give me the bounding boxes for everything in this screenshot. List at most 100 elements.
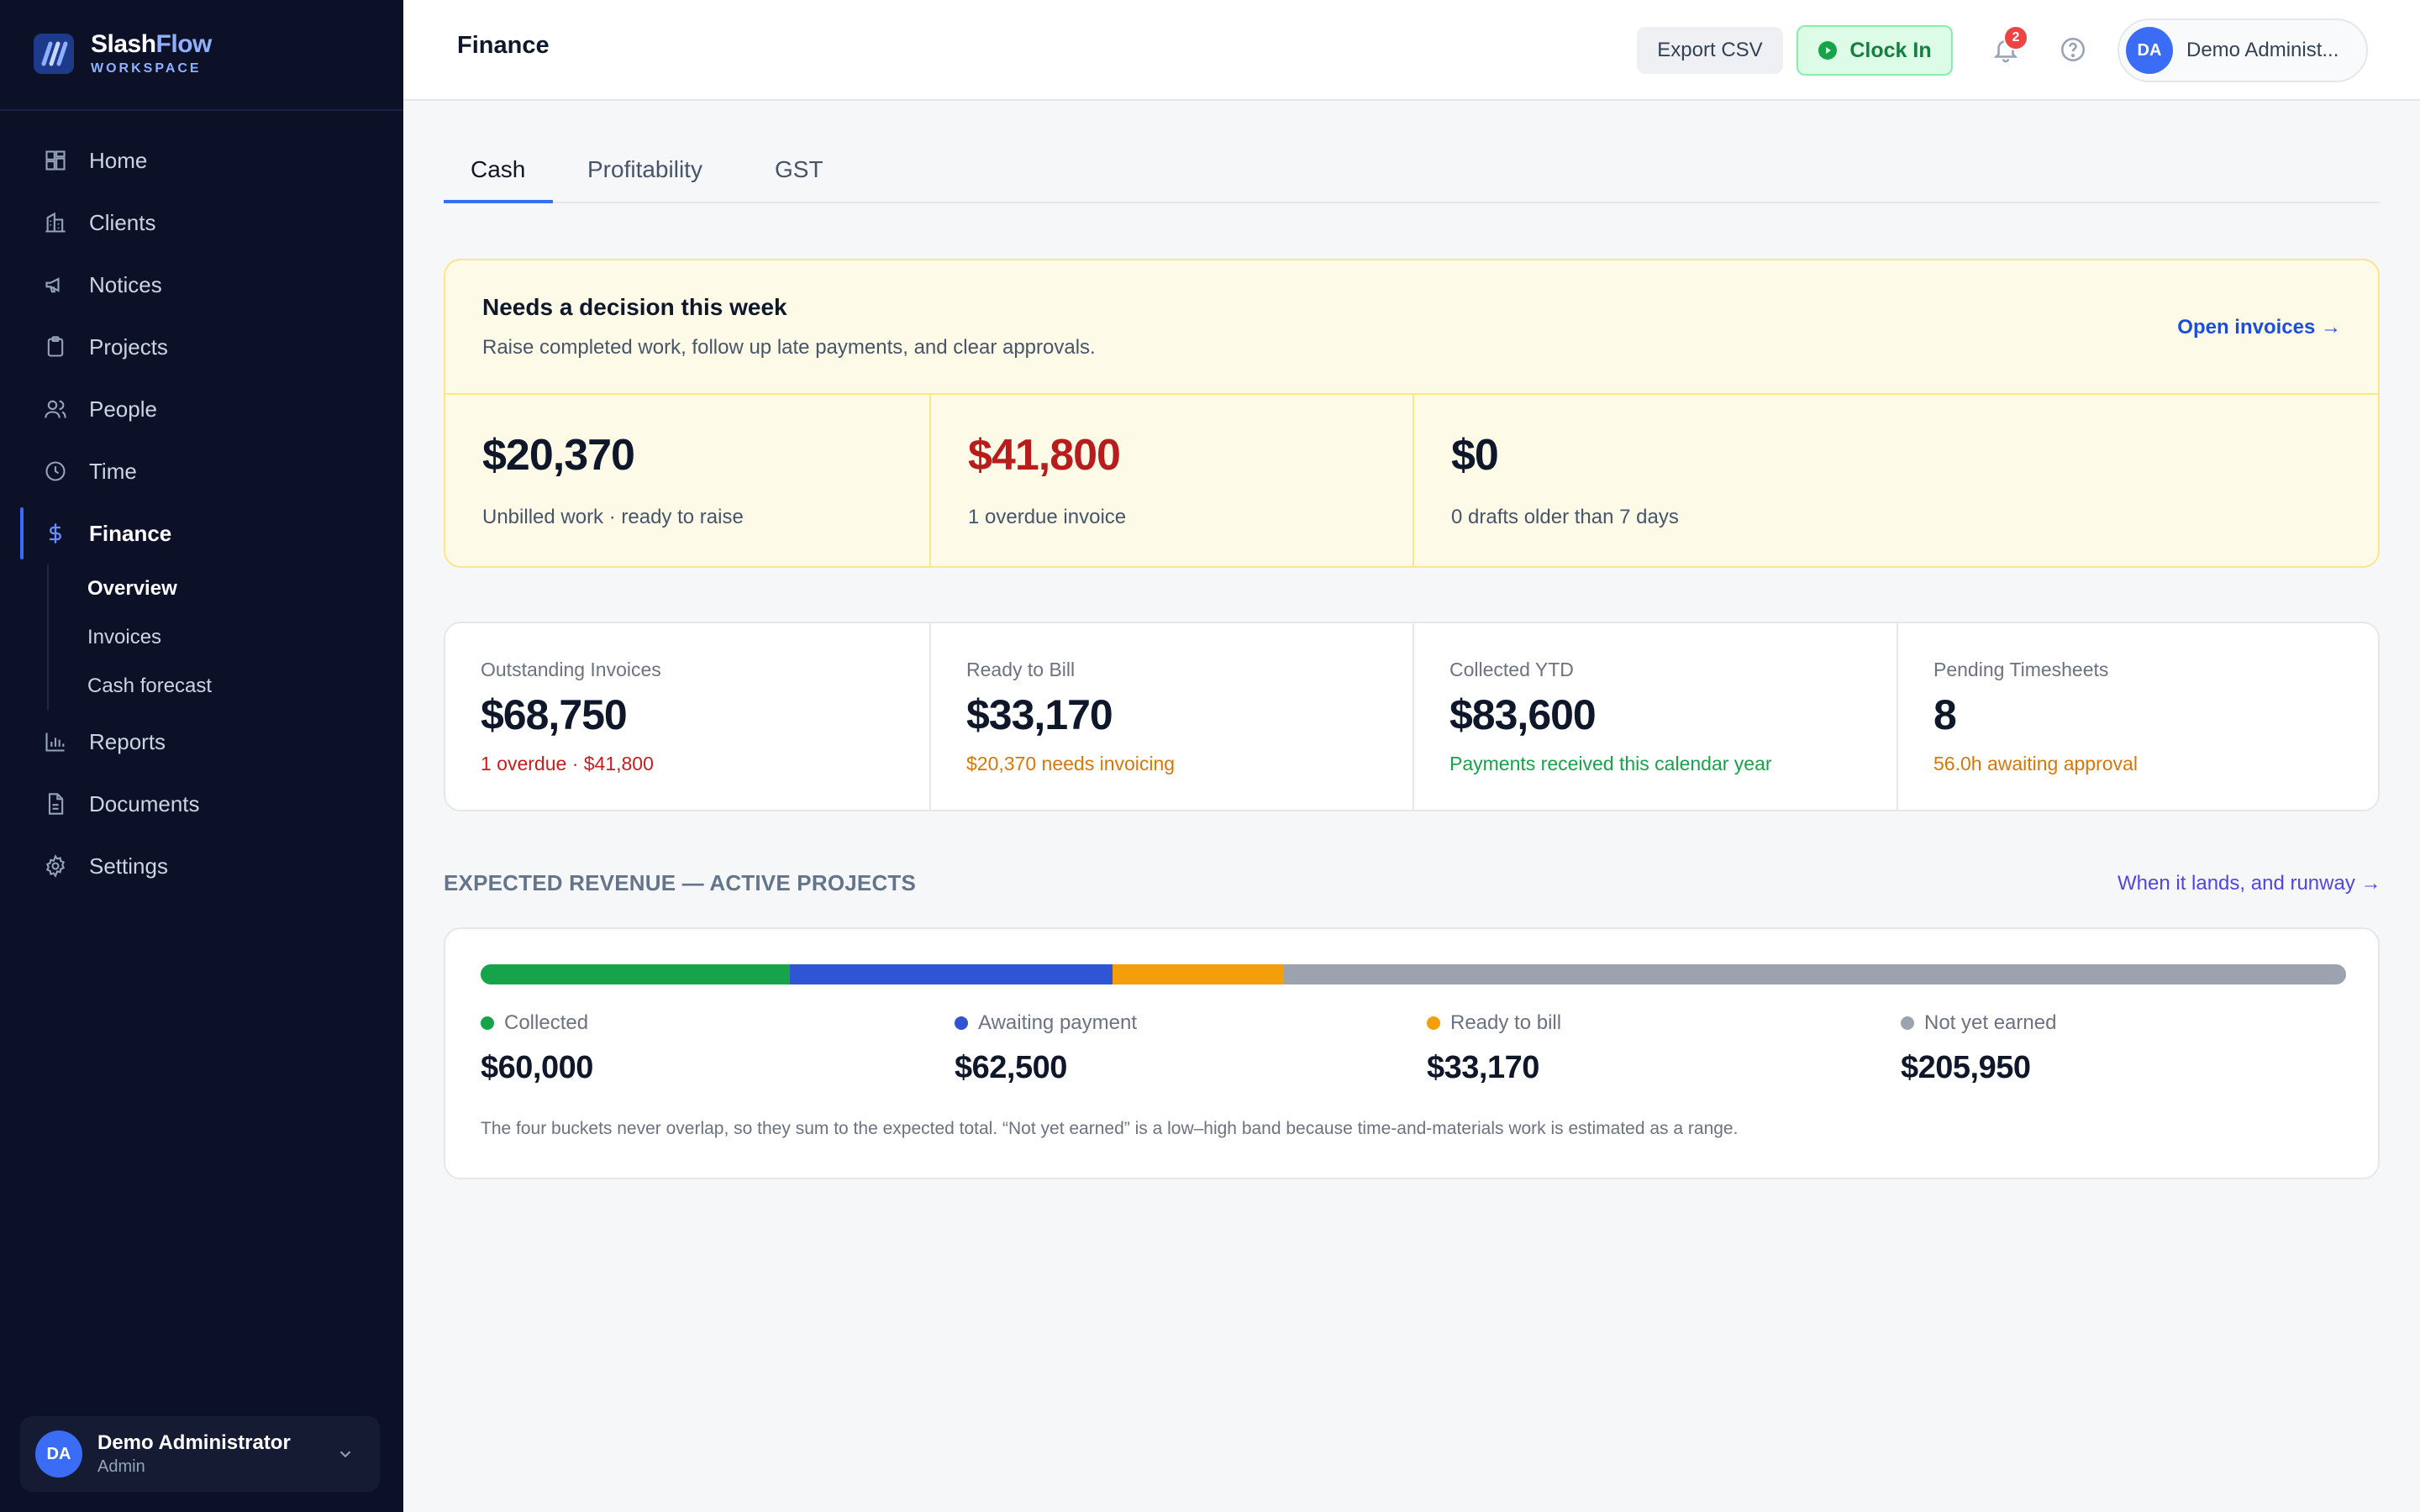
sidebar-item-people[interactable]: People bbox=[0, 378, 403, 440]
gear-icon bbox=[42, 853, 69, 879]
grid-icon bbox=[42, 147, 69, 174]
slashflow-logo-icon bbox=[34, 34, 74, 74]
stat-value: $68,750 bbox=[481, 691, 628, 738]
decision-title: Needs a decision this week bbox=[482, 294, 787, 320]
sidebar-subitem-invoices[interactable]: Invoices bbox=[87, 626, 162, 648]
sidebar-item-label: People bbox=[89, 396, 157, 422]
sidebar-item-label: Finance bbox=[89, 520, 172, 546]
revenue-footnote: The four buckets never overlap, so they … bbox=[481, 1119, 1739, 1138]
tab-cash[interactable]: Cash bbox=[471, 156, 526, 182]
clipboard-icon bbox=[42, 333, 69, 360]
megaphone-icon bbox=[42, 271, 69, 298]
sidebar-item-settings[interactable]: Settings bbox=[0, 835, 403, 897]
legend-ready-to-bill: Ready to bill $33,170 bbox=[1427, 1011, 1561, 1086]
stat-value: $83,600 bbox=[1449, 691, 1597, 738]
open-invoices-link[interactable]: Open invoices → bbox=[2177, 316, 2341, 339]
sidebar-item-label: Projects bbox=[89, 333, 168, 360]
sidebar-item-label: Documents bbox=[89, 790, 200, 816]
sidebar-item-label: Notices bbox=[89, 271, 162, 297]
chevron-down-icon bbox=[336, 1445, 355, 1463]
sidebar-item-finance[interactable]: Finance bbox=[0, 502, 403, 564]
user-menu[interactable]: DA Demo Administrator Admin bbox=[20, 1416, 380, 1492]
sidebar-item-projects[interactable]: Projects bbox=[0, 316, 403, 378]
sidebar-item-reports[interactable]: Reports bbox=[0, 711, 403, 773]
avatar: DA bbox=[35, 1431, 82, 1478]
stat-label: Outstanding Invoices bbox=[481, 659, 661, 680]
decision-metric-unbilled: $20,370 Unbilled work · ready to raise bbox=[445, 395, 929, 566]
brand-name: SlashFlow bbox=[91, 30, 212, 58]
user-account-button[interactable]: DA Demo Administ... bbox=[2118, 18, 2368, 82]
legend-label: Not yet earned bbox=[1924, 1011, 2057, 1034]
decision-panel: Needs a decision this week Raise complet… bbox=[444, 259, 2380, 568]
decision-metric-label: Unbilled work · ready to raise bbox=[482, 506, 744, 528]
sidebar: SlashFlow WORKSPACE Home Clients Notices bbox=[0, 0, 403, 1512]
decision-metric-label: 1 overdue invoice bbox=[968, 506, 1127, 528]
sidebar-item-notices[interactable]: Notices bbox=[0, 254, 403, 316]
user-role: Admin bbox=[97, 1457, 145, 1476]
bar-segment-ready-to-bill bbox=[1113, 964, 1284, 984]
stat-note: 56.0h awaiting approval bbox=[1933, 753, 2138, 774]
user-pill-name: Demo Administ... bbox=[2186, 39, 2339, 61]
decision-metric-value: $0 bbox=[1451, 431, 1499, 480]
legend-value: $60,000 bbox=[481, 1050, 593, 1085]
legend-dot bbox=[955, 1016, 968, 1030]
brand[interactable]: SlashFlow WORKSPACE bbox=[34, 30, 212, 77]
runway-link[interactable]: When it lands, and runway → bbox=[2118, 872, 2381, 895]
sidebar-item-clients[interactable]: Clients bbox=[0, 192, 403, 254]
stat-label: Pending Timesheets bbox=[1933, 659, 2109, 680]
legend-dot bbox=[1901, 1016, 1914, 1030]
export-csv-button[interactable]: Export CSV bbox=[1637, 27, 1783, 74]
user-name: Demo Administrator bbox=[97, 1431, 291, 1454]
legend-dot bbox=[1427, 1016, 1440, 1030]
bar-segment-not-yet-earned bbox=[1283, 964, 2346, 984]
sidebar-item-home[interactable]: Home bbox=[0, 129, 403, 192]
sidebar-subitem-overview[interactable]: Overview bbox=[87, 577, 177, 600]
clock-in-button[interactable]: Clock In bbox=[1797, 25, 1953, 76]
sidebar-subitem-cash-forecast[interactable]: Cash forecast bbox=[87, 675, 213, 697]
stat-label: Ready to Bill bbox=[966, 659, 1076, 680]
decision-metric-value: $20,370 bbox=[482, 431, 635, 480]
tab-profitability[interactable]: Profitability bbox=[587, 156, 702, 182]
legend-value: $33,170 bbox=[1427, 1050, 1539, 1085]
help-icon[interactable] bbox=[2059, 35, 2087, 64]
sidebar-divider bbox=[0, 109, 403, 111]
stat-label: Collected YTD bbox=[1449, 659, 1574, 680]
stat-ready-to-bill[interactable]: Ready to Bill $33,170 $20,370 needs invo… bbox=[929, 623, 1413, 810]
stat-note: $20,370 needs invoicing bbox=[966, 753, 1176, 774]
document-icon bbox=[42, 790, 69, 817]
legend-value: $205,950 bbox=[1901, 1050, 2031, 1085]
clock-in-label: Clock In bbox=[1849, 38, 1932, 62]
decision-metrics: $20,370 Unbilled work · ready to raise $… bbox=[445, 393, 2378, 566]
legend-label: Collected bbox=[504, 1011, 589, 1034]
page-title: Finance bbox=[457, 32, 550, 59]
sidebar-item-time[interactable]: Time bbox=[0, 440, 403, 502]
legend-not-yet-earned: Not yet earned $205,950 bbox=[1901, 1011, 2056, 1086]
revenue-stacked-bar bbox=[481, 964, 2346, 984]
legend-label: Awaiting payment bbox=[978, 1011, 1137, 1034]
building-icon bbox=[42, 209, 69, 236]
active-tab-indicator bbox=[444, 200, 553, 203]
expected-revenue-title: EXPECTED REVENUE — ACTIVE PROJECTS bbox=[444, 870, 917, 895]
clock-icon bbox=[42, 458, 69, 485]
stat-collected-ytd[interactable]: Collected YTD $83,600 Payments received … bbox=[1413, 623, 1897, 810]
bar-segment-awaiting-payment bbox=[790, 964, 1113, 984]
legend-dot bbox=[481, 1016, 494, 1030]
stat-value: $33,170 bbox=[966, 691, 1113, 738]
top-header: Finance Export CSV Clock In 2 DA Demo Ad… bbox=[403, 0, 2420, 101]
stat-note: Payments received this calendar year bbox=[1449, 753, 1772, 774]
avatar: DA bbox=[2126, 27, 2173, 74]
dollar-icon bbox=[42, 520, 69, 547]
sidebar-nav: Home Clients Notices Projects People bbox=[0, 129, 403, 897]
stat-value: 8 bbox=[1933, 691, 1957, 738]
sidebar-item-documents[interactable]: Documents bbox=[0, 773, 403, 835]
decision-metric-drafts: $0 0 drafts older than 7 days bbox=[1413, 395, 2378, 566]
stat-pending-timesheets[interactable]: Pending Timesheets 8 56.0h awaiting appr… bbox=[1897, 623, 2378, 810]
sidebar-item-label: Clients bbox=[89, 209, 156, 235]
users-icon bbox=[42, 396, 69, 423]
tab-gst[interactable]: GST bbox=[775, 156, 823, 182]
decision-metric-overdue: $41,800 1 overdue invoice bbox=[929, 395, 1413, 566]
finance-stats: Outstanding Invoices $68,750 1 overdue ·… bbox=[444, 622, 2380, 811]
play-circle-icon bbox=[1818, 40, 1838, 60]
decision-metric-value: $41,800 bbox=[968, 431, 1121, 480]
stat-outstanding-invoices[interactable]: Outstanding Invoices $68,750 1 overdue ·… bbox=[445, 623, 929, 810]
